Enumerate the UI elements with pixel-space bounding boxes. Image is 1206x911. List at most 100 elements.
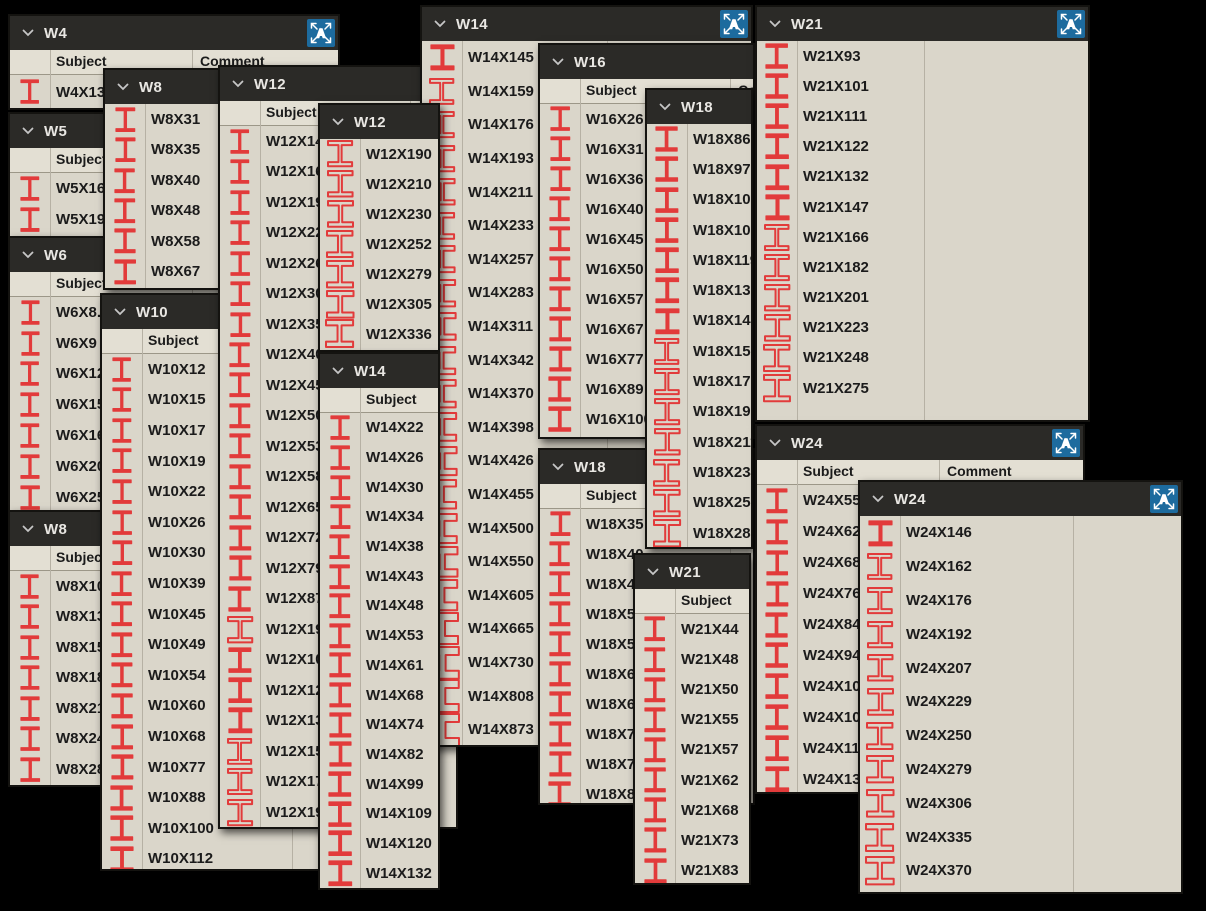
list-item[interactable]: W14X43 — [320, 561, 438, 591]
list-item[interactable]: W24X84 — [757, 609, 1083, 640]
list-item[interactable]: W12X230 — [320, 199, 438, 229]
list-item[interactable]: W16X100 — [540, 404, 753, 434]
collapse-chevron-icon[interactable] — [117, 83, 129, 91]
list-item[interactable]: W24X162 — [860, 550, 1181, 584]
list-item[interactable]: W8X15 — [10, 632, 338, 663]
list-item[interactable]: W6X12 — [10, 359, 338, 390]
panel-titlebar[interactable]: W14 A — [422, 7, 751, 41]
list-item[interactable]: W10X88 — [102, 782, 336, 813]
list-item[interactable]: W21X55 — [635, 705, 749, 735]
list-item[interactable]: W18X65 — [540, 689, 753, 719]
list-item[interactable]: W12X87 — [220, 584, 456, 615]
list-item[interactable]: W24X146 — [860, 516, 1181, 550]
list-item[interactable]: W24X192 — [860, 617, 1181, 651]
collapse-chevron-icon[interactable] — [232, 80, 244, 88]
list-item[interactable]: W16X67 — [540, 314, 753, 344]
list-item[interactable]: W12X53 — [220, 431, 456, 462]
list-item[interactable]: W14X74 — [320, 710, 438, 740]
list-item[interactable]: W8X10 — [10, 571, 338, 602]
list-item[interactable]: W10X19 — [102, 446, 336, 477]
list-item[interactable]: W21X73 — [635, 825, 749, 855]
list-item[interactable]: W5X19 — [10, 204, 338, 235]
collapse-chevron-icon[interactable] — [552, 58, 564, 66]
list-item[interactable]: W14X109 — [320, 799, 438, 829]
list-item[interactable]: W16X45 — [540, 224, 753, 254]
zoom-fit-button[interactable]: A — [1057, 10, 1085, 38]
list-item[interactable]: W21X275 — [757, 373, 1088, 403]
list-item[interactable]: W18X143 — [647, 306, 751, 336]
list-item[interactable]: W14X48 — [320, 591, 438, 621]
list-item[interactable]: W24X62 — [757, 516, 1083, 547]
list-item[interactable]: W10X100 — [102, 813, 336, 844]
panel-titlebar[interactable]: W16 — [540, 45, 753, 79]
list-item[interactable]: W24X94 — [757, 640, 1083, 671]
list-item[interactable]: W18X76 — [540, 749, 753, 779]
collapse-chevron-icon[interactable] — [434, 20, 446, 28]
list-item[interactable]: W8X67 — [105, 257, 336, 288]
panel-titlebar[interactable]: W4 A — [10, 16, 338, 50]
list-item[interactable]: W14X193 — [422, 142, 751, 176]
list-item[interactable]: W18X46 — [540, 569, 753, 599]
list-item[interactable]: W14X61 — [320, 651, 438, 681]
list-item[interactable]: W12X35 — [220, 309, 456, 340]
list-item[interactable]: W14X82 — [320, 740, 438, 770]
list-item[interactable]: W14X99 — [320, 769, 438, 799]
list-item[interactable]: W21X93 — [757, 41, 1088, 71]
list-item[interactable]: W16X89 — [540, 374, 753, 404]
panel-titlebar[interactable]: W21 — [635, 555, 749, 589]
list-item[interactable]: W14X311 — [422, 310, 751, 344]
panel-titlebar[interactable]: W18 — [647, 90, 751, 124]
list-item[interactable]: W21X44 — [635, 614, 749, 644]
list-item[interactable]: W4X13 — [10, 75, 338, 108]
list-item[interactable]: W21X201 — [757, 283, 1088, 313]
list-item[interactable]: W16X40 — [540, 194, 753, 224]
list-item[interactable]: W12X72 — [220, 523, 456, 554]
list-item[interactable]: W21X122 — [757, 132, 1088, 162]
list-item[interactable]: W12X22 — [220, 218, 456, 249]
list-item[interactable]: W18X283 — [647, 518, 751, 547]
list-item[interactable]: W24X76 — [757, 578, 1083, 609]
list-item[interactable]: W10X60 — [102, 691, 336, 722]
list-item[interactable]: W18X258 — [647, 488, 751, 518]
list-item[interactable]: W12X65 — [220, 492, 456, 523]
list-item[interactable]: W14X145 — [422, 41, 751, 75]
list-item[interactable]: W12X14 — [220, 126, 456, 157]
list-item[interactable]: W12X190 — [220, 797, 456, 827]
list-item[interactable]: W24X370 — [860, 854, 1181, 888]
list-item[interactable]: W14X159 — [422, 75, 751, 109]
list-item[interactable]: W12X136 — [220, 706, 456, 737]
collapse-chevron-icon[interactable] — [769, 439, 781, 447]
list-item[interactable]: W14X53 — [320, 621, 438, 651]
collapse-chevron-icon[interactable] — [647, 568, 659, 576]
list-item[interactable]: W16X57 — [540, 284, 753, 314]
list-item[interactable]: W24X306 — [860, 786, 1181, 820]
panel-titlebar[interactable]: W24 A — [860, 482, 1181, 516]
list-item[interactable]: W8X48 — [105, 196, 336, 227]
list-item[interactable]: W24X55 — [757, 485, 1083, 516]
list-item[interactable]: W18X119 — [647, 245, 751, 275]
list-item[interactable]: W14X211 — [422, 175, 751, 209]
list-item[interactable]: W12X26 — [220, 248, 456, 279]
list-item[interactable]: W12X106 — [220, 645, 456, 676]
list-item[interactable]: W12X196 — [220, 614, 456, 645]
list-item[interactable]: W21X101 — [757, 71, 1088, 101]
list-item[interactable]: W24X103 — [757, 671, 1083, 702]
list-item[interactable]: W24X279 — [860, 753, 1181, 787]
list-item[interactable]: W18X55 — [540, 629, 753, 659]
list-item[interactable]: W14X120 — [320, 829, 438, 859]
collapse-chevron-icon[interactable] — [332, 118, 344, 126]
collapse-chevron-icon[interactable] — [552, 463, 564, 471]
list-item[interactable]: W10X68 — [102, 721, 336, 752]
collapse-chevron-icon[interactable] — [659, 103, 671, 111]
list-item[interactable]: W24X131 — [757, 764, 1083, 792]
list-item[interactable]: W14X176 — [422, 108, 751, 142]
list-item[interactable]: W8X40 — [105, 165, 336, 196]
list-item[interactable]: W21X62 — [635, 765, 749, 795]
list-item[interactable]: W16X31 — [540, 134, 753, 164]
panel-titlebar[interactable]: W14 — [320, 354, 438, 388]
list-item[interactable]: W14X30 — [320, 472, 438, 502]
list-item[interactable]: W10X26 — [102, 507, 336, 538]
zoom-fit-button[interactable]: A — [307, 19, 335, 47]
list-item[interactable]: W12X120 — [220, 675, 456, 706]
list-item[interactable]: W16X26 — [540, 104, 753, 134]
